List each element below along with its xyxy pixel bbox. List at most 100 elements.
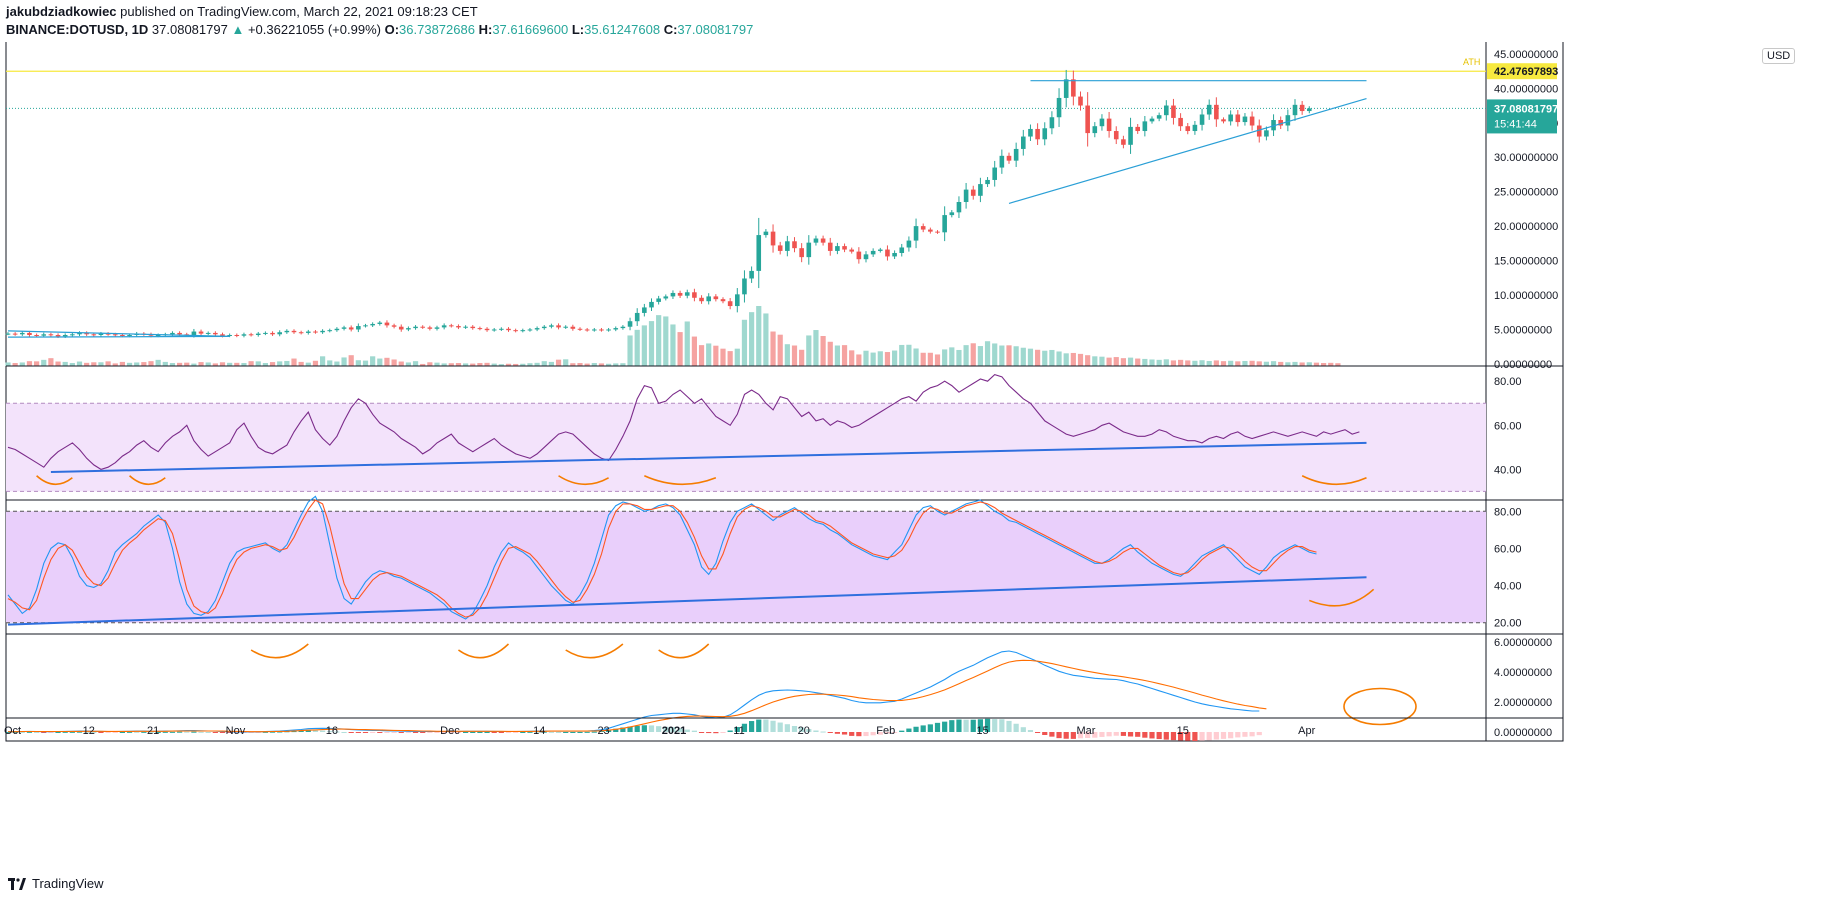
- macd-histogram-bar: [262, 731, 268, 733]
- candle-body: [706, 296, 711, 302]
- candle-body: [1285, 115, 1291, 126]
- macd-histogram-bar: [1163, 732, 1169, 740]
- macd-histogram-bar: [534, 731, 540, 733]
- candle-body: [1228, 114, 1233, 122]
- volume-bar: [641, 325, 647, 366]
- macd-histogram-bar: [727, 730, 733, 732]
- volume-bar: [820, 336, 826, 366]
- volume-bar: [956, 349, 962, 366]
- volume-bar: [384, 357, 390, 366]
- volume-bar: [634, 329, 640, 366]
- volume-bar: [248, 361, 254, 366]
- macd-histogram-bar: [62, 731, 68, 733]
- candle-body: [785, 241, 790, 251]
- macd-histogram-bar: [463, 732, 469, 733]
- macd-histogram-bar: [691, 730, 697, 732]
- price-tick-label: 0.00000000: [1494, 359, 1552, 371]
- volume-bar: [734, 348, 740, 366]
- volume-bar: [320, 356, 326, 366]
- volume-bar: [227, 362, 233, 366]
- volume-bar: [827, 341, 833, 366]
- macd-histogram-bar: [76, 731, 83, 733]
- volume-bar: [112, 363, 118, 366]
- candle-body: [563, 326, 568, 328]
- macd-histogram-bar: [527, 731, 533, 733]
- candle-body: [913, 226, 919, 241]
- price-tick-label: 25.00000000: [1494, 187, 1558, 199]
- macd-histogram-bar: [1170, 732, 1177, 741]
- candle-body: [699, 297, 704, 302]
- volume-bar: [5, 362, 11, 366]
- footer-brand[interactable]: TradingView: [32, 876, 104, 891]
- volume-bar: [148, 361, 154, 366]
- macd-histogram-bar: [963, 719, 969, 732]
- time-tick-label: 2021: [662, 725, 686, 737]
- macd-histogram-bar: [698, 732, 705, 733]
- macd-histogram-bar: [69, 731, 75, 733]
- low-label: L:: [571, 22, 585, 37]
- candle-body: [513, 330, 518, 332]
- macd-histogram-bar: [298, 730, 304, 732]
- volume-bar: [741, 319, 748, 366]
- volume-bar: [598, 363, 605, 366]
- macd-histogram-bar: [877, 732, 883, 735]
- candle-body: [1142, 121, 1148, 132]
- author-name[interactable]: jakubdziadkowiec: [6, 4, 117, 19]
- candle-body: [663, 296, 669, 299]
- candle-body: [627, 321, 633, 327]
- volume-bar: [91, 362, 97, 366]
- candle-body: [856, 251, 862, 260]
- candle-body: [1128, 126, 1133, 145]
- rsi-band: [6, 403, 1486, 492]
- volume-bar: [1213, 360, 1219, 366]
- tradingview-logo-icon: [8, 877, 26, 890]
- time-tick-label: 15: [1177, 725, 1189, 737]
- volume-bar: [1228, 360, 1234, 366]
- volume-bar: [277, 361, 283, 366]
- volume-bar: [76, 361, 83, 366]
- publish-line: jakubdziadkowiec published on TradingVie…: [6, 4, 478, 19]
- macd-histogram-bar: [498, 732, 504, 733]
- macd-histogram-bar: [1063, 732, 1069, 739]
- macd-tick-label: 0.00000000: [1494, 727, 1552, 739]
- macd-histogram-bar: [555, 732, 562, 733]
- time-tick-label: 15: [976, 725, 988, 737]
- macd-histogram-bar: [491, 732, 497, 733]
- volume-bar: [1242, 360, 1248, 366]
- volume-bar: [927, 352, 933, 366]
- macd-histogram-bar: [741, 723, 748, 732]
- volume-bar: [1313, 362, 1320, 366]
- candle-body: [899, 247, 905, 253]
- volume-bar: [391, 359, 397, 366]
- candle-body: [434, 327, 440, 329]
- macd-histogram-bar: [1249, 732, 1255, 737]
- candle-body: [613, 328, 619, 330]
- macd-histogram-bar: [1049, 732, 1055, 737]
- volume-bar: [756, 306, 762, 366]
- volume-bar: [1192, 360, 1198, 366]
- time-tick-label: 12: [83, 725, 95, 737]
- high-value: 37.61669600: [492, 22, 569, 37]
- volume-bar: [455, 363, 462, 366]
- volume-bar: [1035, 349, 1041, 366]
- candle-body: [684, 292, 690, 296]
- volume-bar: [870, 352, 876, 366]
- chart-canvas[interactable]: ATH45.0000000040.0000000035.0000000030.0…: [0, 42, 1828, 866]
- macd-histogram-bar: [863, 732, 869, 737]
- macd-histogram-bar: [720, 732, 726, 733]
- volume-bar: [1085, 355, 1091, 366]
- candle-body: [634, 312, 640, 322]
- volume-bar: [706, 343, 712, 366]
- currency-button[interactable]: USD: [1762, 48, 1796, 64]
- macd-histogram-bar: [255, 732, 261, 733]
- volume-bar: [620, 363, 626, 366]
- macd-histogram-bar: [1135, 732, 1141, 737]
- candle-body: [1299, 104, 1305, 112]
- volume-bar: [1077, 353, 1084, 366]
- symbol-label[interactable]: BINANCE:DOTUSD, 1D: [6, 22, 149, 37]
- candle-body: [1063, 79, 1069, 98]
- macd-histogram-bar: [656, 726, 662, 732]
- volume-bar: [1099, 356, 1105, 366]
- candle-body: [27, 332, 32, 335]
- volume-bar: [1149, 359, 1155, 366]
